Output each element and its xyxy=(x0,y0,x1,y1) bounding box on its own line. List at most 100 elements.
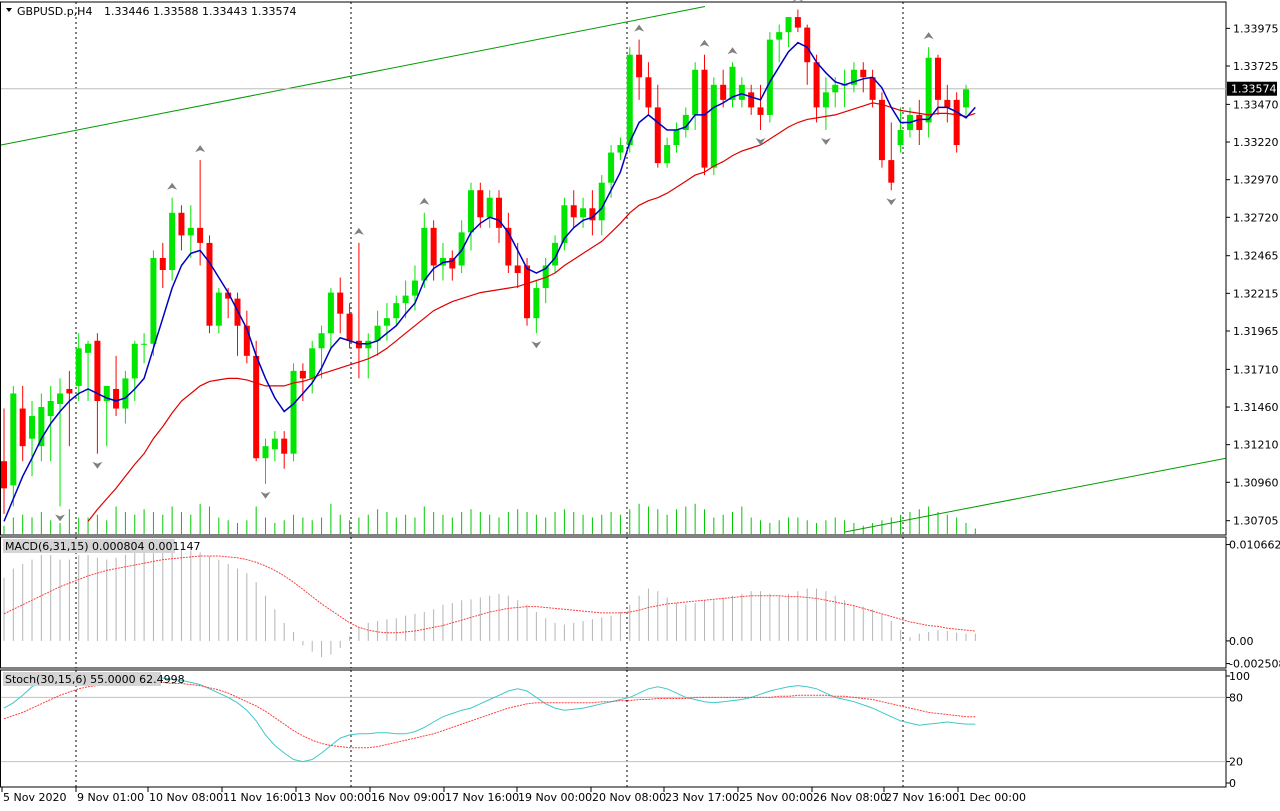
fast-ma-line xyxy=(3,41,976,522)
candle-body xyxy=(299,370,306,379)
candle-body xyxy=(804,27,811,63)
candle-body xyxy=(253,355,260,459)
candle-body xyxy=(113,388,120,409)
candle-body xyxy=(449,257,456,269)
symbol-title: GBPUSD.p,H4 xyxy=(17,5,92,18)
candle-body xyxy=(664,145,671,164)
stoch-title: Stoch(30,15,6) 55.0000 62.4998 xyxy=(5,673,185,686)
candle-body xyxy=(57,393,64,405)
candle-body xyxy=(393,303,400,319)
candle-body xyxy=(225,292,232,299)
candle-body xyxy=(608,152,615,183)
fractal-down-icon xyxy=(92,461,103,469)
fractal-up-icon xyxy=(634,24,645,32)
candle-body xyxy=(374,325,381,341)
fractal-up-icon xyxy=(419,197,430,205)
candle-body xyxy=(327,292,334,334)
price-tick-label: 1.31965 xyxy=(1233,325,1279,338)
price-panel[interactable] xyxy=(0,1,1227,536)
candle-body xyxy=(318,333,325,349)
candle-body xyxy=(645,77,652,108)
candle-body xyxy=(925,57,932,123)
candle-body xyxy=(888,160,895,183)
candle-body xyxy=(47,400,54,417)
fractal-down-icon xyxy=(886,198,897,206)
stoch-main-line xyxy=(3,677,976,763)
candle-body xyxy=(636,54,643,78)
candle-body xyxy=(141,343,148,345)
candle-body xyxy=(738,84,745,100)
candle-body xyxy=(963,89,969,108)
price-tick-label: 1.31710 xyxy=(1233,363,1279,376)
channel-upper-line xyxy=(0,6,706,146)
candle-body xyxy=(197,227,204,243)
candle-body xyxy=(878,99,885,161)
candle-body xyxy=(794,17,801,28)
price-tick-label: 1.32970 xyxy=(1233,174,1279,187)
candle-body xyxy=(654,107,661,164)
candle-body xyxy=(66,388,73,394)
candle-body xyxy=(383,318,390,326)
candle-body xyxy=(346,313,353,341)
macd-tick-label: 0.010662 xyxy=(1229,539,1280,552)
price-tick-label: 1.33220 xyxy=(1233,136,1279,149)
candle-body xyxy=(411,280,418,296)
price-tick-label: 1.33725 xyxy=(1233,60,1279,73)
stoch-tick-label: 100 xyxy=(1229,670,1250,683)
candle-body xyxy=(514,265,521,274)
candle-body xyxy=(748,92,755,108)
macd-tick-label: 0.00 xyxy=(1229,635,1254,648)
candle-body xyxy=(430,227,437,266)
time-axis-label: 19 Nov 00:00 xyxy=(518,791,592,804)
candle-body xyxy=(598,182,605,221)
candle-body xyxy=(477,190,484,218)
candle-body xyxy=(271,438,278,450)
fractal-down-icon xyxy=(55,514,66,522)
candle-body xyxy=(701,69,708,168)
candle-body xyxy=(337,292,344,314)
candle-body xyxy=(486,197,493,218)
time-axis-label: 26 Nov 08:00 xyxy=(813,791,887,804)
fractal-down-icon xyxy=(260,491,271,499)
time-axis-label: 5 Nov 2020 xyxy=(3,791,66,804)
fractal-up-icon xyxy=(792,0,803,2)
price-tick-label: 1.31460 xyxy=(1233,401,1279,414)
candle-body xyxy=(944,99,951,108)
fractal-up-icon xyxy=(167,182,178,190)
candle-body xyxy=(169,212,176,271)
time-axis-label: 13 Nov 00:00 xyxy=(297,791,371,804)
candle-body xyxy=(813,62,820,108)
macd-signal-line xyxy=(3,555,976,634)
candle-body xyxy=(953,99,960,146)
candle-body xyxy=(10,393,17,486)
current-price-tag xyxy=(1227,81,1277,96)
price-tick-label: 1.32720 xyxy=(1233,211,1279,224)
candle-body xyxy=(720,84,727,100)
candle-body xyxy=(421,227,428,281)
price-tick-label: 1.30705 xyxy=(1233,515,1279,528)
fractal-up-icon xyxy=(923,32,934,40)
candle-body xyxy=(281,438,288,454)
candle-body xyxy=(206,242,213,326)
price-tick-label: 1.32215 xyxy=(1233,287,1279,300)
candle-body xyxy=(262,446,269,459)
collapse-triangle-icon[interactable] xyxy=(6,8,12,12)
time-axis-label: 9 Nov 01:00 xyxy=(77,791,144,804)
macd-panel[interactable] xyxy=(0,536,1227,669)
candle-body xyxy=(505,227,512,266)
time-axis-label: 10 Nov 08:00 xyxy=(149,791,223,804)
candle-body xyxy=(309,348,316,379)
candle-body xyxy=(850,69,857,85)
price-tick-label: 1.31210 xyxy=(1233,439,1279,452)
slow-ma-line xyxy=(87,102,976,522)
candle-body xyxy=(916,114,923,130)
candle-body xyxy=(85,343,92,353)
stoch-panel[interactable] xyxy=(0,669,1227,788)
price-tick-label: 1.32465 xyxy=(1233,250,1279,263)
candle-body xyxy=(617,145,624,153)
candle-body xyxy=(402,295,409,304)
stoch-title-bg xyxy=(3,672,161,686)
time-axis-label: 20 Nov 08:00 xyxy=(592,791,666,804)
candle-body xyxy=(215,292,222,326)
